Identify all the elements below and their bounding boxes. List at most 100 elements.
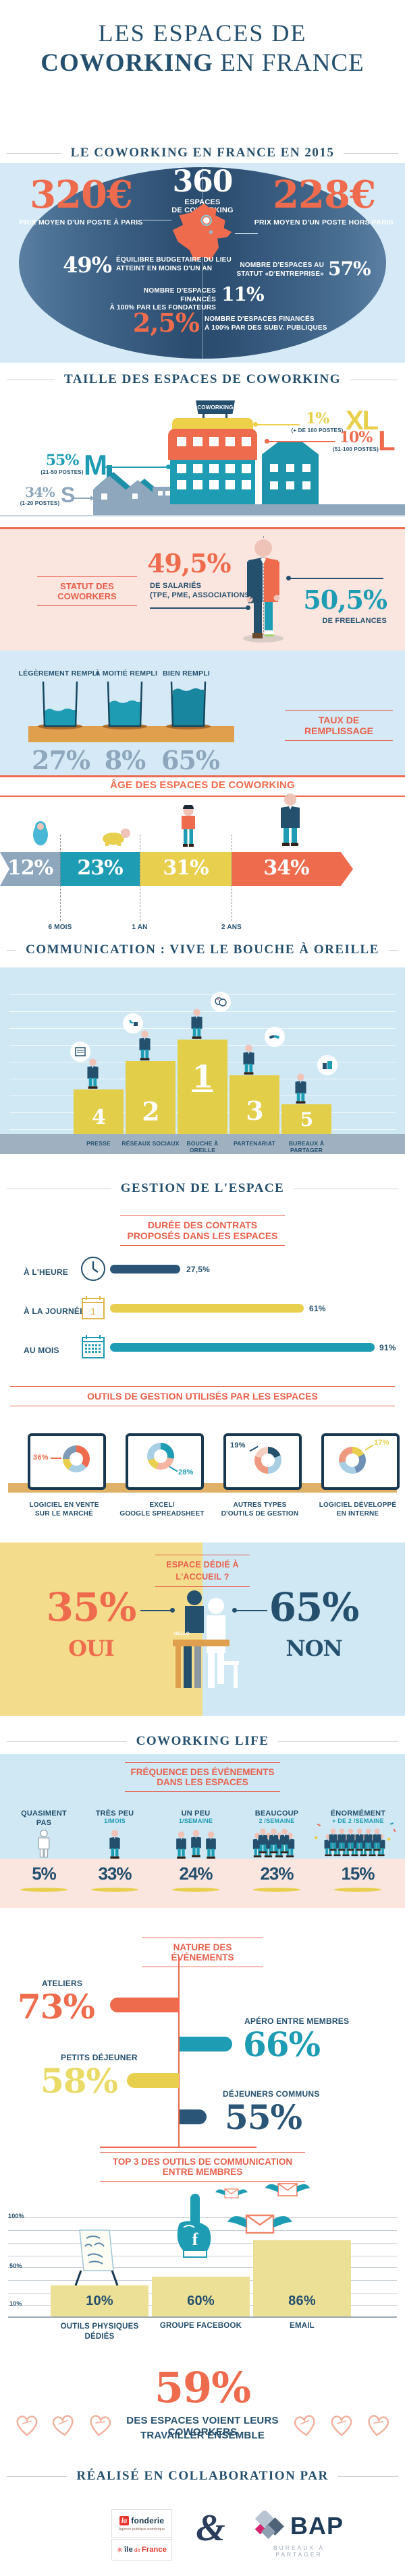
stat-entreprise-l2: STATUT «D'ENTREPRISE»: [236, 270, 324, 278]
podium-label-partenariat: PARTENARIAT: [234, 1140, 275, 1147]
freq-4-icon: [250, 1828, 306, 1861]
section-header-taille: TAILLE DES ESPACES DE COWORKING: [7, 372, 398, 387]
page-title-bold: COWORKING: [40, 49, 213, 77]
duree-bar-heure: [110, 1265, 180, 1274]
accueil-left-bg: [0, 1542, 202, 1716]
laptop-2: 28%: [126, 1433, 204, 1490]
s-pct: 34%: [25, 484, 55, 500]
podium-col-reseaux: 2: [126, 1061, 176, 1134]
hors-callout-line: [235, 233, 258, 234]
calendar-month-icon: [82, 1335, 105, 1358]
nature-apero-pct: 66%: [242, 2025, 321, 2064]
idf-france: France: [141, 2546, 167, 2554]
freq-5-icon: [314, 1822, 396, 1861]
hero-balloon: [19, 167, 386, 359]
nature-ateliers-label: ATELIERS: [42, 1979, 83, 1988]
ensemble-pct: 59%: [154, 2363, 251, 2412]
top3-pct-outils: 10%: [86, 2294, 113, 2308]
freq-1-icon: [38, 1830, 50, 1858]
donut-2-callout: [169, 1466, 178, 1472]
ensemble-l1: DES ESPACES VOIENT LEURS COWORKERS: [126, 2415, 279, 2438]
donut-2: [147, 1443, 174, 1470]
bubble-partenariat-icon: [265, 1027, 285, 1047]
outils-label-1: LOGICIEL EN VENTE SUR LE MARCHÉ: [29, 1501, 99, 1518]
section-header-hero-text: LE COWORKING EN FRANCE EN 2015: [70, 146, 335, 160]
stat-entreprise-label: NOMBRE D'ESPACES AU STATUT «D'ENTREPRISE…: [230, 262, 324, 278]
non-connector-dot: [232, 1608, 237, 1613]
hero-paris-value: 320€: [30, 173, 133, 217]
bap-sub: BUREAUX À PARTAGER: [273, 2544, 325, 2558]
duree-row3-label: AU MOIS: [24, 1346, 59, 1355]
frequence-bg-bottom: [0, 1859, 405, 1908]
podium-base: PRESSE RÉSEAUX SOCIAUX BOUCHE À OREILLE …: [0, 1134, 405, 1154]
nature-chart: ATELIERS 73% APÉRO ENTRE MEMBRES 66% PET…: [0, 1957, 405, 2149]
glass3-label: BIEN REMPLI: [163, 669, 210, 678]
duree-bar-journee: [110, 1304, 304, 1313]
ensemble-l2: TRAVAILLER ENSEMBLE: [140, 2430, 265, 2441]
france-map: [172, 203, 232, 262]
freelances-pct: 50,5%: [303, 585, 387, 615]
top3-ytick-100: 100%: [8, 2213, 24, 2219]
top3-pct-email: 86%: [288, 2294, 316, 2308]
m-letter: M: [84, 449, 108, 481]
page-title-line1: LES ESPACES DE: [98, 20, 307, 47]
freq-3-pct: 24%: [179, 1863, 213, 1884]
m-note: (21-50 POSTES): [40, 469, 84, 475]
freelances-line: [289, 578, 383, 579]
donut-4-callout: [364, 1444, 374, 1450]
accueil-non: NON: [286, 1636, 342, 1661]
duree-row2-label: À LA JOURNÉE: [24, 1307, 86, 1316]
freq-1-pct: 5%: [32, 1863, 57, 1884]
freq-4-note: 2 /SEMAINE: [259, 1818, 295, 1824]
nature-label: NATURE DES ÉVÉNEMENTS: [142, 1938, 263, 1967]
s-callout-arrow: [74, 496, 94, 501]
section-header-gestion-text: GESTION DE L'ESPACE: [120, 1181, 285, 1195]
heart-icon: [16, 2416, 38, 2436]
l-callout-dot: [265, 439, 269, 444]
l-letter: L: [378, 425, 396, 456]
podium-col-bouche: 1: [178, 1040, 227, 1134]
building-right: [262, 441, 319, 504]
svg-text:f: f: [192, 2229, 198, 2249]
bap-diamonds-icon: [254, 2511, 284, 2540]
podium-gridline: [9, 994, 396, 995]
age-header: ÂGE DES ESPACES DE COWORKING: [0, 779, 405, 797]
glass2-label: À MOITIÉ REMPLI: [94, 669, 158, 678]
salaries-l2: (TPE, PME, ASSOCIATIONS): [150, 591, 253, 599]
coworking-sign: COWORKING: [196, 400, 235, 414]
duree-label: DURÉE DES CONTRATS PROPOSÉS DANS LES ESP…: [120, 1215, 285, 1246]
remplissage-panel: LÉGÈREMENT REMPLI À MOITIÉ REMPLI BIEN R…: [0, 651, 405, 777]
heart-icon: [366, 2414, 390, 2438]
crawling-baby-icon: [103, 829, 130, 846]
freq-3-title: UN PEU 1/SEMAINE: [165, 1809, 226, 1824]
split-person: [243, 539, 284, 642]
nature-petitsdej-label: PETITS DÉJEUNER: [61, 2053, 138, 2062]
podium-figure-2: [139, 1030, 151, 1060]
podium-figure-3: [243, 1044, 254, 1075]
stat-subv-value: 2,5%: [132, 307, 200, 338]
l-note: (51-100 POSTES): [333, 446, 379, 452]
nature-ateliers-bar: [110, 1998, 179, 2012]
fonderie-sub: Agence publique numérique: [118, 2527, 165, 2532]
age-seg-4-pct: 34%: [263, 856, 309, 880]
nature-dejeuners-pct: 55%: [224, 2097, 302, 2137]
top3-ytick-50: 50%: [9, 2263, 22, 2269]
donut-3-callout: [249, 1445, 259, 1451]
freq-5-title: ÉNORMÉMENT + DE 2 /SEMAINE: [323, 1809, 394, 1824]
donut-3: [254, 1447, 281, 1474]
m-pct: 55%: [45, 452, 80, 469]
duree-row1-value: 27,5%: [186, 1265, 211, 1274]
top3-bar-outils: [51, 2285, 148, 2316]
remplissage-label: TAUX DE REMPLISSAGE: [285, 710, 393, 741]
freq-1-title: QUASIMENT PAS: [21, 1809, 67, 1827]
glass1-label: LÉGÈREMENT REMPLI: [18, 669, 99, 678]
age-chart: 12% 23% 31% 34% 6 MOIS 1 AN 2 ANS: [0, 793, 405, 937]
podium-label-presse: PRESSE: [86, 1140, 111, 1147]
nature-axis-v: [178, 1957, 180, 2148]
xl-note: (+ DE 100 POSTES): [291, 427, 344, 433]
street-line: [0, 515, 405, 516]
section-header-communication: COMMUNICATION : VIVE LE BOUCHE À OREILLE: [7, 942, 398, 957]
freq-2-note: 1/MOIS: [104, 1818, 126, 1824]
section-header-footer-text: RÉALISÉ EN COLLABORATION PAR: [76, 2469, 329, 2483]
